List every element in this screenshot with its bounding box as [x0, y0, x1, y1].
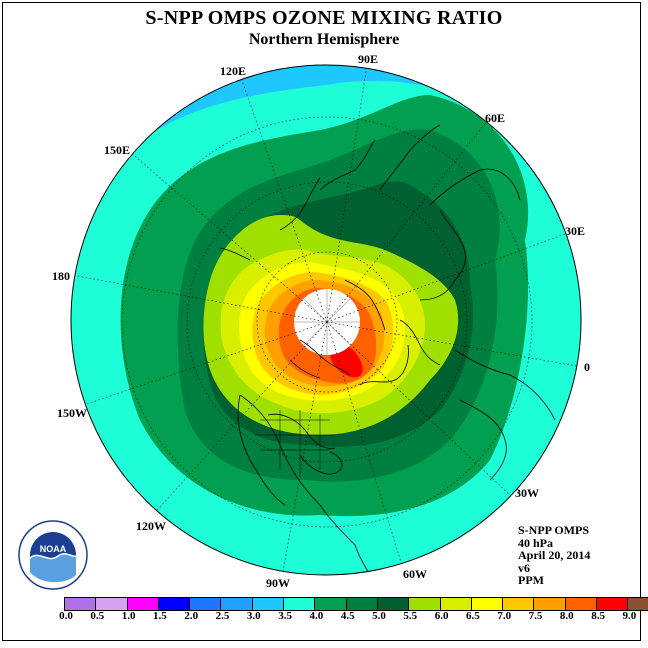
- colorbar-swatch: [377, 598, 410, 610]
- colorbar-tick-label: 1.0: [121, 610, 136, 622]
- info-block: S-NPP OMPS 40 hPa April 20, 2014 v6 PPM: [518, 524, 590, 587]
- lon-label-150w: 150W: [57, 406, 87, 420]
- noaa-logo: NOAA: [18, 520, 88, 590]
- colorbar-tick-label: 6.0: [434, 610, 449, 622]
- lon-label-90e: 90E: [358, 52, 379, 66]
- colorbar-swatch: [158, 598, 191, 610]
- figure-frame: [2, 2, 641, 641]
- lon-label-60e: 60E: [485, 111, 506, 125]
- colorbar-tick-label: 7.0: [497, 610, 512, 622]
- colorbar-tick-label: 0.5: [90, 610, 105, 622]
- info-date: April 20, 2014: [518, 548, 591, 562]
- colorbar-tick-label: 4.0: [309, 610, 324, 622]
- colorbar-swatch: [628, 598, 648, 610]
- colorbar-tick-label: 1.5: [153, 610, 167, 622]
- colorbar-swatch: [565, 598, 598, 610]
- colorbar-swatch: [221, 598, 253, 610]
- colorbar-swatch: [127, 598, 159, 610]
- colorbar-swatch: [252, 598, 285, 610]
- colorbar-tick-label: 5.0: [372, 610, 386, 622]
- colorbar-tick-label: 4.5: [340, 610, 355, 622]
- colorbar: [64, 597, 648, 611]
- map-subtitle: Northern Hemisphere: [248, 31, 400, 48]
- colorbar-swatch: [409, 598, 441, 610]
- colorbar-ticks: 0.0 0.5 1.0 1.5 2.0 2.5 3.0 3.5 4.0 4.5 5.0 5.5 6.0 6…: [0, 610, 648, 626]
- noaa-logo-text: NOAA: [40, 544, 67, 554]
- lon-label-180: 180: [52, 269, 70, 283]
- map-title: S-NPP OMPS OZONE MIXING RATIO: [145, 7, 503, 29]
- colorbar-swatch: [190, 598, 222, 610]
- polar-cap-graticule: [294, 289, 360, 355]
- colorbar-tick-label: 0.0: [59, 610, 73, 622]
- colorbar-tick-label: 8.5: [591, 610, 605, 622]
- colorbar-tick-label: 8.0: [559, 610, 574, 622]
- colorbar-tick-label: 3.5: [278, 610, 292, 622]
- lon-label-120w: 120W: [136, 519, 166, 533]
- colorbar-tick-label: 6.5: [466, 610, 480, 622]
- info-units: PPM: [518, 573, 544, 587]
- colorbar-tick-label: 3.0: [246, 610, 261, 622]
- colorbar-tick-label: 7.5: [528, 610, 543, 622]
- lon-label-60w: 60W: [403, 567, 427, 581]
- coastlines: [219, 124, 556, 575]
- colorbar-tick-label: 2.5: [215, 610, 230, 622]
- colorbar-swatch: [65, 598, 97, 610]
- lon-label-30e: 30E: [565, 224, 586, 238]
- colorbar-swatch: [284, 598, 316, 610]
- colorbar-swatch: [471, 598, 504, 610]
- colorbar-swatch: [503, 598, 535, 610]
- lon-label-150e: 150E: [104, 143, 131, 157]
- colorbar-tick-label: 2.0: [184, 610, 199, 622]
- colorbar-tick-label: 5.5: [403, 610, 418, 622]
- colorbar-swatch: [315, 598, 347, 610]
- lon-label-30w: 30W: [515, 486, 539, 500]
- map-boundary-circle: [70, 64, 582, 576]
- info-version: v6: [518, 560, 530, 575]
- graticule: [71, 65, 581, 575]
- lon-label-120e: 120E: [220, 64, 247, 78]
- lon-label-0: 0: [584, 360, 590, 374]
- colorbar-swatch: [440, 598, 472, 610]
- colorbar-swatch: [534, 598, 566, 610]
- lon-label-90w: 90W: [266, 576, 290, 590]
- info-pressure: 40 hPa: [518, 535, 554, 550]
- info-instrument: S-NPP OMPS: [518, 523, 589, 537]
- state-boundaries: [255, 410, 335, 475]
- colorbar-swatch: [96, 598, 128, 610]
- colorbar-swatch: [597, 598, 629, 610]
- colorbar-tick-label: 9.0: [622, 610, 637, 622]
- colorbar-swatch: [346, 598, 378, 610]
